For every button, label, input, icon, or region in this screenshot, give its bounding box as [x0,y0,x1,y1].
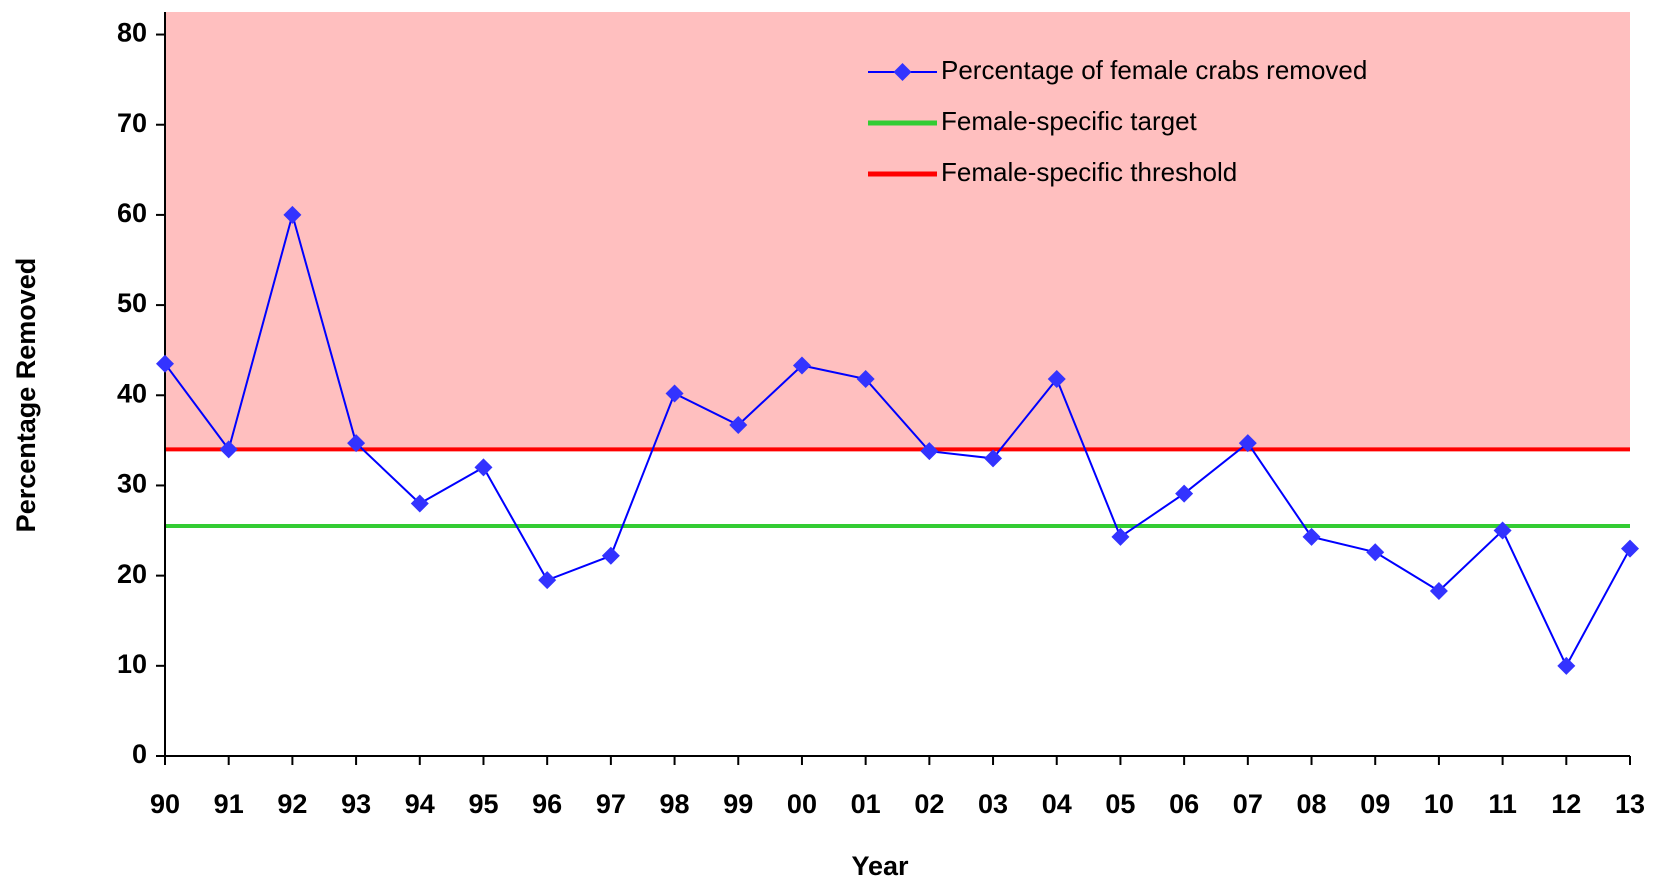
data-point [856,370,875,389]
data-point [156,354,174,373]
data-point [729,416,748,435]
data-point [283,205,302,224]
data-point [1621,539,1639,558]
data-point [1493,521,1512,540]
x-axis-title: Year [851,851,909,881]
y-tick-label: 10 [117,649,147,679]
data-point [1429,581,1448,600]
data-point [920,442,939,461]
x-tick-label: 05 [1105,789,1135,819]
y-tick-label: 20 [117,559,147,589]
y-tick-label: 60 [117,198,147,228]
y-tick-label: 0 [132,739,147,769]
x-tick-label: 00 [787,789,817,819]
x-tick-label: 96 [532,789,562,819]
y-tick-label: 50 [117,288,147,318]
shaded-region [165,12,1630,450]
data-point [219,440,238,459]
data-point [665,384,684,403]
data-point [984,449,1003,468]
legend-marker [893,63,912,81]
data-point [347,434,366,453]
x-tick-label: 12 [1551,789,1581,819]
x-tick-label: 98 [660,789,690,819]
x-tick-label: 03 [978,789,1008,819]
x-tick-label: 95 [468,789,498,819]
x-tick-label: 93 [341,789,371,819]
data-point [1366,543,1385,562]
data-point [1047,370,1066,389]
data-point [601,546,620,565]
data-point [410,494,429,513]
data-point [1557,656,1576,675]
x-tick-label: 10 [1424,789,1454,819]
x-tick-label: 02 [914,789,944,819]
data-line [164,211,1631,669]
x-tick-label: 06 [1169,789,1199,819]
data-point [1238,434,1257,453]
x-tick-label: 90 [150,789,180,819]
data-point [1302,527,1321,546]
x-tick-label: 92 [277,789,307,819]
x-tick-label: 08 [1296,789,1326,819]
data-point [1175,484,1194,503]
x-tick-label: 13 [1615,789,1645,819]
x-tick-label: 04 [1042,789,1072,819]
y-tick-label: 30 [117,469,147,499]
x-tick-label: 94 [405,789,435,819]
data-point [538,571,557,590]
x-tick-label: 97 [596,789,626,819]
y-tick-label: 40 [117,378,147,408]
data-point [792,356,811,375]
legend-label: Female-specific target [941,106,1198,136]
x-tick-label: 91 [214,789,244,819]
y-axis-title: Percentage Removed [11,258,41,533]
data-point [1111,527,1130,546]
x-tick-label: 07 [1233,789,1263,819]
y-tick-label: 70 [117,108,147,138]
x-tick-label: 09 [1360,789,1390,819]
y-tick-label: 80 [117,18,147,48]
x-tick-label: 11 [1488,789,1517,819]
data-point [474,458,493,477]
x-tick-label: 99 [723,789,753,819]
x-tick-label: 01 [851,789,881,819]
legend-label: Percentage of female crabs removed [941,55,1367,85]
legend-label: Female-specific threshold [941,157,1237,187]
